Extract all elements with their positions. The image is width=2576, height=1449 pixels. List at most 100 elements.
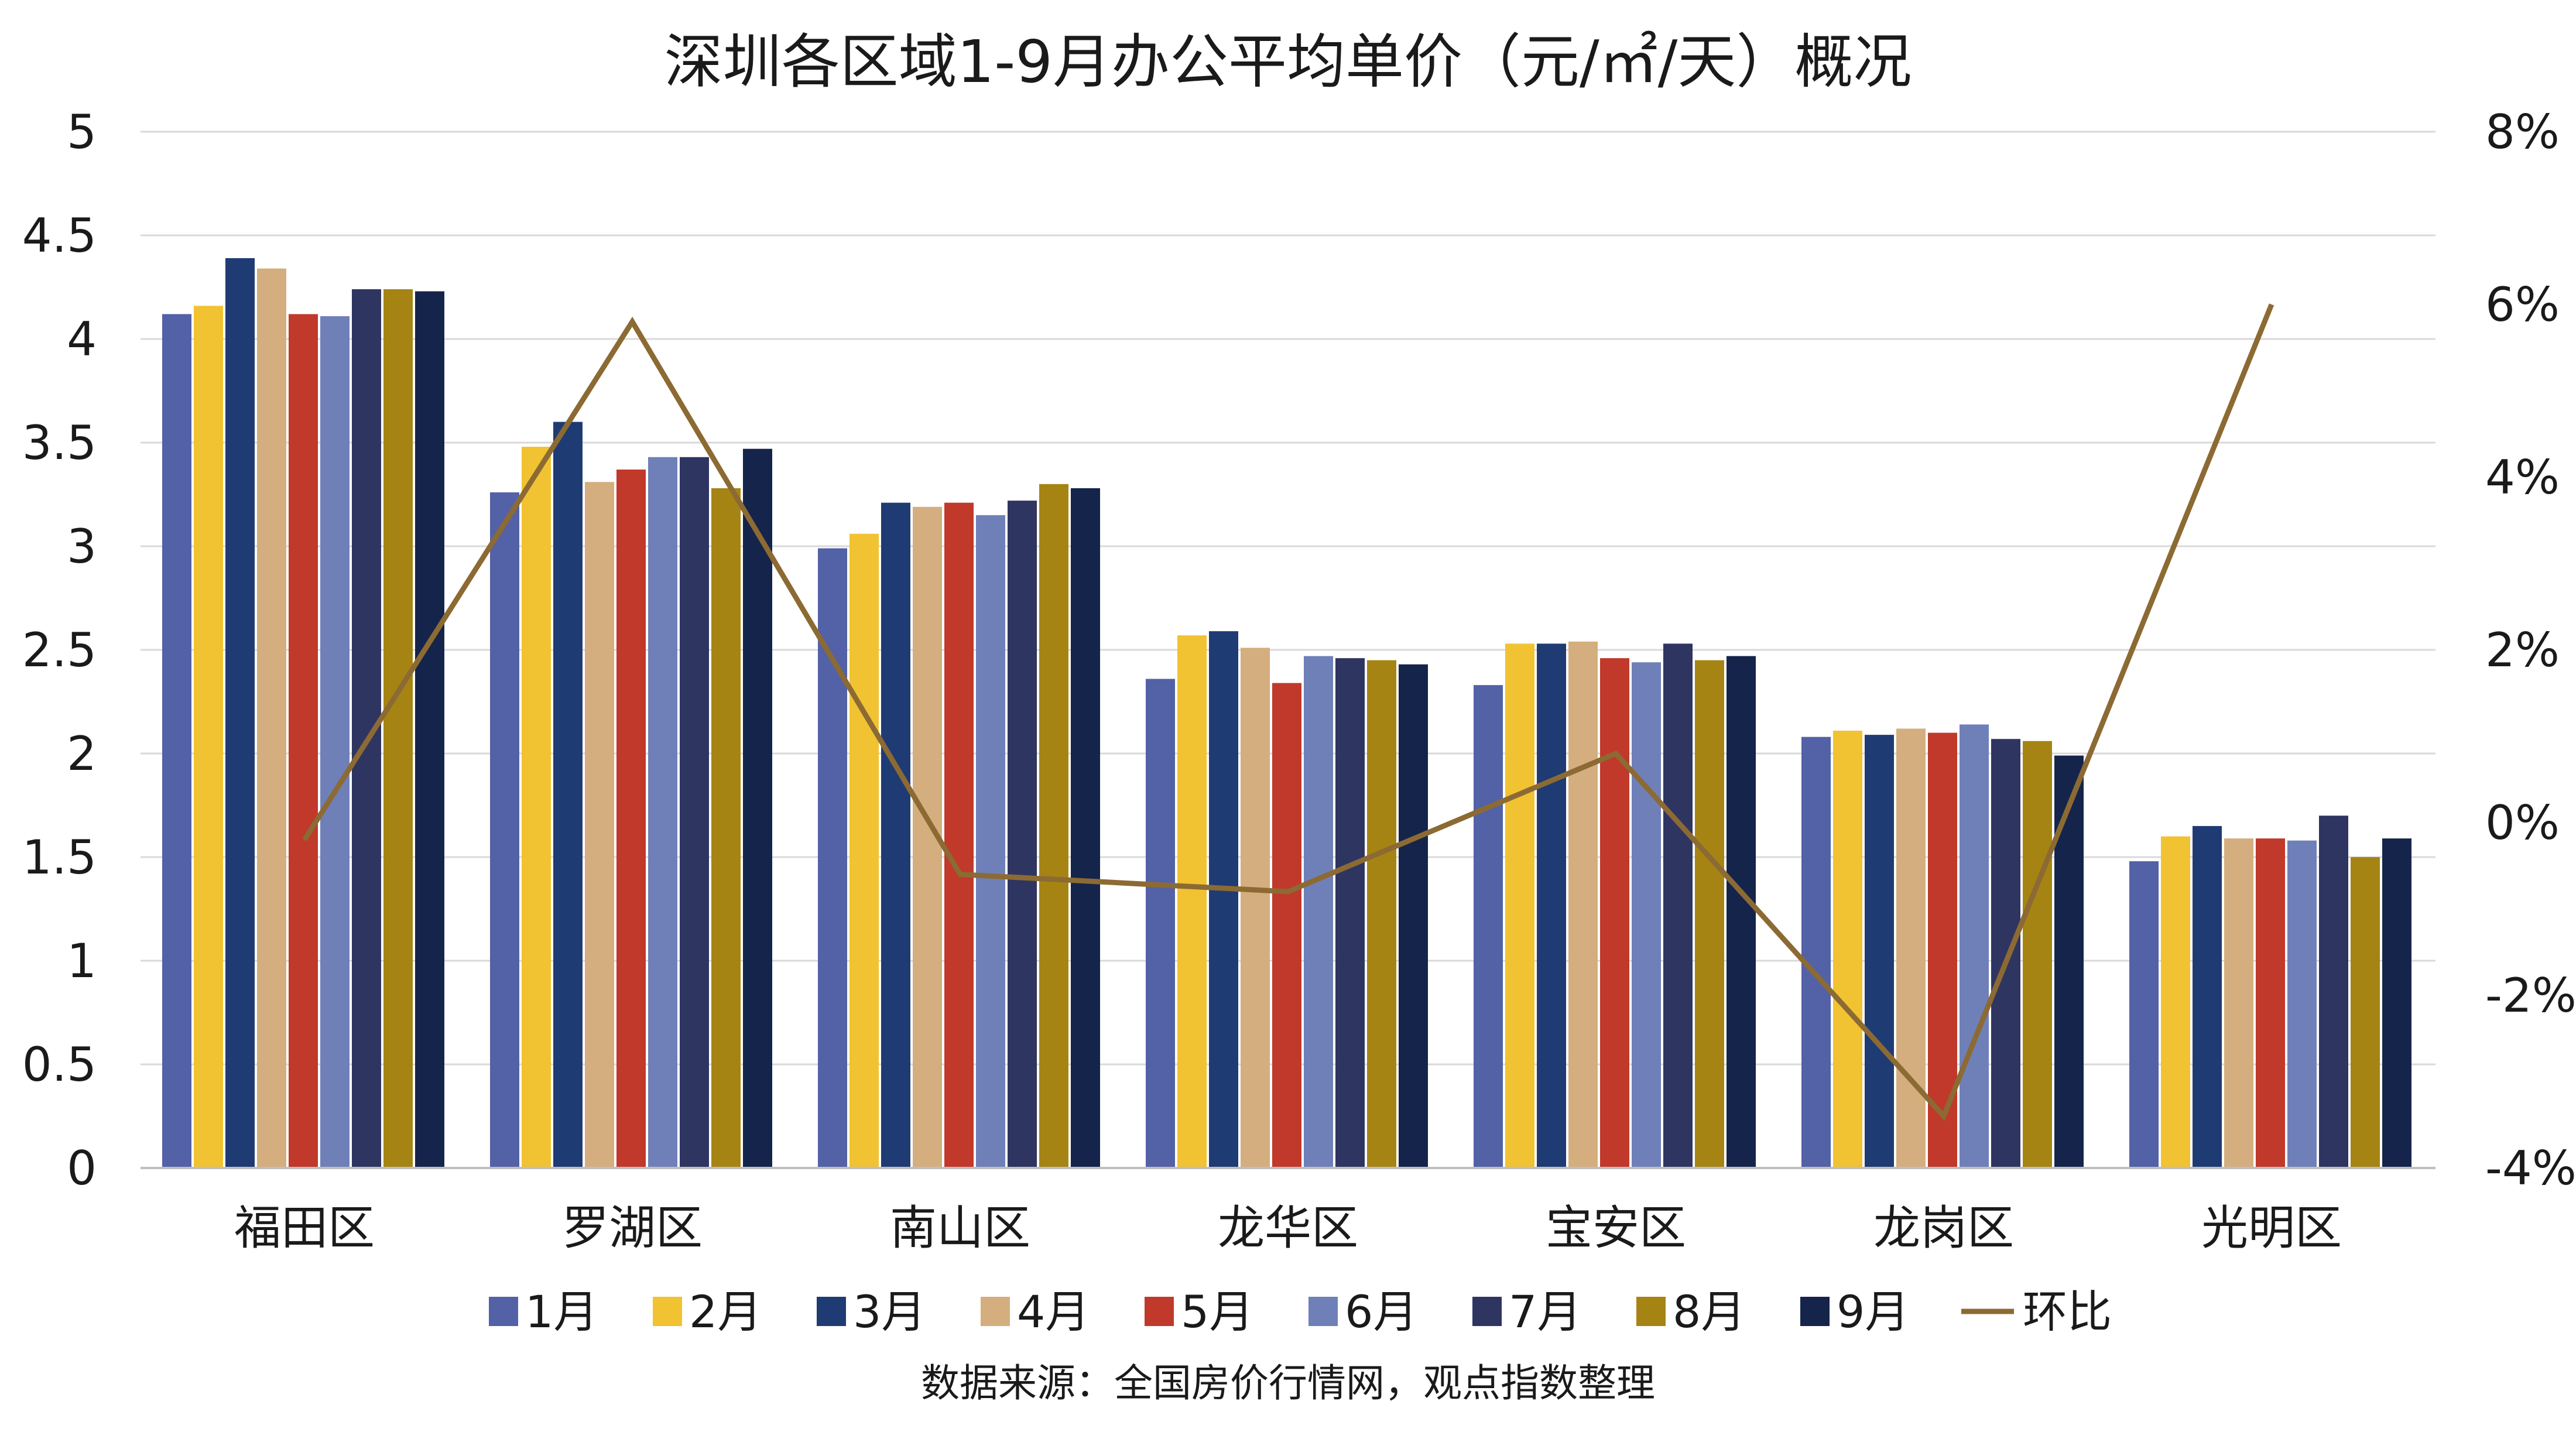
bar	[553, 422, 583, 1168]
category-label: 福田区	[234, 1201, 375, 1255]
bar	[2351, 857, 2380, 1168]
bar	[1146, 679, 1175, 1168]
left-tick-label: 4	[67, 312, 97, 366]
legend-label: 3月	[853, 1286, 926, 1338]
legend-label: 9月	[1837, 1286, 1909, 1338]
right-tick-label: 4%	[2485, 450, 2560, 505]
legend-swatch	[489, 1297, 518, 1326]
bar	[2256, 838, 2285, 1168]
legend-swatch	[1800, 1297, 1830, 1326]
bar	[383, 289, 413, 1168]
legend-swatch	[981, 1297, 1010, 1326]
category-label: 宝安区	[1546, 1201, 1686, 1255]
bar	[1008, 501, 1037, 1168]
bars	[162, 258, 2411, 1169]
bar	[289, 314, 318, 1168]
bar	[2319, 816, 2348, 1168]
category-label: 罗湖区	[562, 1201, 703, 1255]
bar	[1209, 631, 1238, 1168]
left-tick-label: 4.5	[22, 208, 97, 263]
right-tick-label: 8%	[2485, 105, 2560, 159]
legend-label: 8月	[1673, 1286, 1745, 1338]
bar	[1335, 658, 1365, 1168]
bar	[1632, 662, 1661, 1168]
bar	[2054, 755, 2084, 1168]
bar	[585, 482, 614, 1168]
bar	[1833, 731, 1862, 1168]
bar	[1474, 685, 1503, 1168]
bar	[1600, 658, 1629, 1168]
left-tick-label: 2.5	[22, 623, 97, 677]
legend-label: 4月	[1017, 1286, 1090, 1338]
bar	[225, 258, 255, 1169]
bar	[944, 502, 974, 1169]
legend-label: 环比	[2023, 1286, 2112, 1338]
left-tick-label: 0	[67, 1141, 97, 1195]
legend-swatch	[653, 1297, 682, 1326]
bar	[1568, 641, 1598, 1168]
bar	[1505, 643, 1534, 1168]
legend-swatch	[1636, 1297, 1666, 1326]
bar	[1695, 660, 1724, 1168]
mom-line-path	[302, 303, 2274, 1121]
bar	[2287, 840, 2317, 1168]
bar	[2193, 825, 2222, 1168]
bar	[2382, 838, 2411, 1168]
bar	[1177, 635, 1207, 1168]
bar	[1727, 656, 1756, 1168]
left-tick-label: 2	[67, 727, 97, 781]
left-tick-label: 1.5	[22, 830, 97, 885]
bar	[2224, 838, 2253, 1168]
left-tick-label: 3	[67, 519, 97, 574]
chart-title: 深圳各区域1-9月办公平均单价（元/㎡/天）概况	[664, 28, 1912, 96]
bar	[1960, 724, 1989, 1168]
right-tick-label: -2%	[2485, 968, 2576, 1023]
bar	[1071, 488, 1100, 1168]
bar	[1367, 660, 1396, 1168]
bar	[162, 314, 191, 1168]
bar	[680, 457, 709, 1168]
legend-swatch	[1308, 1297, 1338, 1326]
bar	[490, 492, 519, 1169]
right-tick-label: 0%	[2485, 796, 2560, 850]
bar	[522, 447, 551, 1168]
bar	[648, 457, 677, 1168]
right-tick-label: 6%	[2485, 278, 2560, 332]
bar	[1304, 656, 1333, 1168]
category-labels: 福田区 罗湖区 南山区 龙华区 宝安区 龙岗区 光明区	[234, 1201, 2342, 1255]
bar	[743, 448, 772, 1168]
bar	[711, 488, 741, 1168]
bar	[1896, 728, 1926, 1168]
bar	[849, 533, 879, 1168]
bar	[1865, 735, 1894, 1168]
bar	[2161, 836, 2190, 1168]
legend-swatch	[1472, 1297, 1502, 1326]
bar	[194, 306, 223, 1168]
legend: 1月 2月 3月 4月 5月 6月 7月 8月 9月 环比	[489, 1286, 2112, 1338]
category-label: 南山区	[890, 1201, 1030, 1255]
bar	[976, 515, 1005, 1168]
bar	[1991, 739, 2020, 1168]
source-note: 数据来源：全国房价行情网，观点指数整理	[921, 1361, 1655, 1406]
bar	[1537, 643, 1566, 1168]
left-tick-label: 1	[67, 934, 97, 988]
legend-label: 6月	[1345, 1286, 1417, 1338]
left-tick-label: 3.5	[22, 416, 97, 470]
legend-label: 1月	[525, 1286, 598, 1338]
bar	[2129, 861, 2159, 1168]
legend-label: 7月	[1509, 1286, 1581, 1338]
left-tick-label: 0.5	[22, 1037, 97, 1092]
bar	[1272, 683, 1301, 1168]
legend-label: 5月	[1181, 1286, 1253, 1338]
bar	[2023, 741, 2052, 1168]
bar	[818, 548, 847, 1168]
right-axis-ticks: -4% -2% 0% 2% 4% 6% 8%	[2485, 105, 2576, 1195]
category-label: 光明区	[2201, 1201, 2342, 1255]
left-axis-ticks: 0 0.5 1 1.5 2 2.5 3 3.5 4 4.5 5	[22, 105, 97, 1195]
category-label: 龙华区	[1218, 1201, 1358, 1255]
legend-label: 2月	[689, 1286, 762, 1338]
left-tick-label: 5	[67, 105, 97, 159]
category-label: 龙岗区	[1873, 1201, 2014, 1255]
bar	[1663, 643, 1693, 1168]
